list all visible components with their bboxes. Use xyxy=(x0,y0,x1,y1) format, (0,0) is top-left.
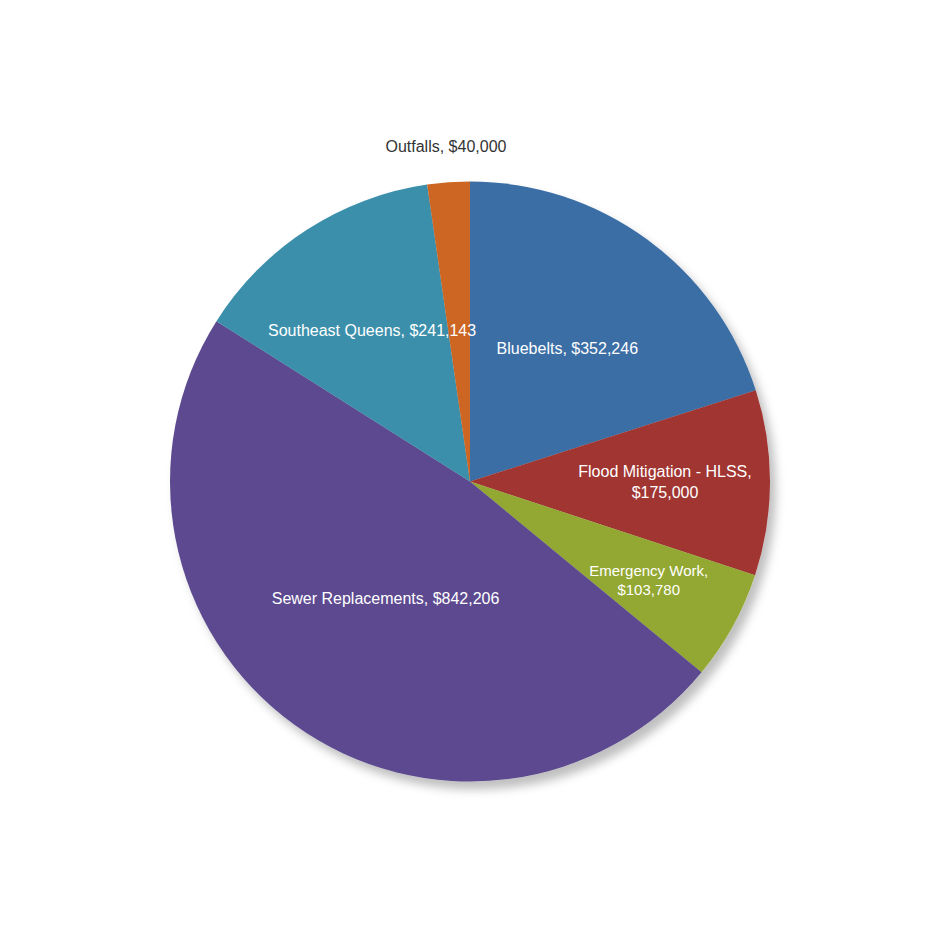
slice-label: Southeast Queens, $241,143 xyxy=(268,322,476,339)
slice-label: Flood Mitigation - HLSS,$175,000 xyxy=(578,463,751,501)
slices xyxy=(170,182,770,782)
slice-label: Outfalls, $40,000 xyxy=(385,138,506,155)
chart-container: Bluebelts, $352,246 Flood Mitigation - HL… xyxy=(0,0,940,943)
labels: Bluebelts, $352,246 Flood Mitigation - HL… xyxy=(268,138,752,607)
slice-label: Sewer Replacements, $842,206 xyxy=(272,590,500,607)
slice-label: Bluebelts, $352,246 xyxy=(497,340,639,357)
slice-label: Emergency Work,$103,780 xyxy=(589,562,708,599)
pie-chart: Bluebelts, $352,246 Flood Mitigation - HL… xyxy=(0,0,940,943)
